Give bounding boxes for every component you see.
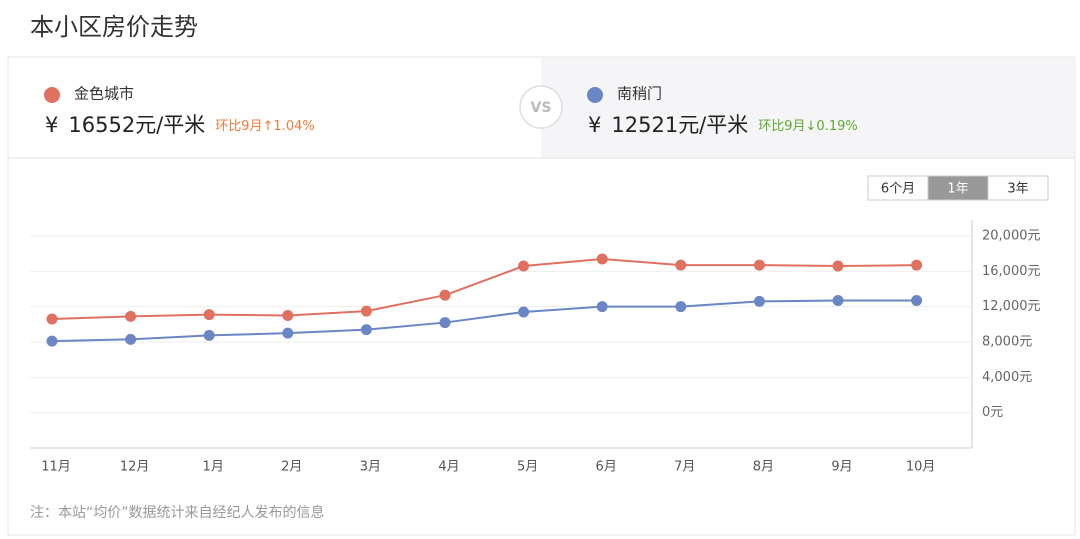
data-point	[360, 324, 372, 336]
data-point	[203, 309, 215, 321]
data-point	[360, 305, 372, 317]
y-tick-label: 0元	[982, 405, 1003, 420]
data-point	[753, 295, 765, 307]
x-tick-label: 5月	[517, 460, 538, 475]
range-button-label[interactable]: 3年	[1007, 182, 1028, 197]
data-point	[518, 306, 530, 318]
compare-right-bg	[541, 58, 1074, 158]
y-tick-label: 4,000元	[982, 370, 1032, 385]
data-point	[439, 289, 451, 301]
data-point	[125, 310, 137, 322]
change: 环比9月↑1.04%	[215, 119, 314, 134]
data-point	[46, 313, 58, 325]
data-point	[282, 310, 294, 321]
page-title: 本小区房价走势	[30, 13, 198, 41]
x-tick-label: 8月	[753, 460, 774, 475]
vs-label: VS	[531, 100, 552, 116]
x-tick-label: 3月	[360, 460, 381, 475]
range-button[interactable]	[987, 175, 1049, 201]
data-point	[675, 301, 687, 313]
data-point	[518, 260, 530, 272]
legend-dot	[44, 87, 60, 103]
price: 12521	[611, 113, 678, 137]
footer-note: 注：本站“均价”数据统计来自经纪人发布的信息	[30, 504, 325, 521]
series-line	[51, 257, 917, 321]
y-tick-label: 16,000元	[982, 264, 1041, 279]
legend-dot	[587, 87, 603, 103]
price-line: ¥16552元/平米 环比9月↑1.04%	[45, 113, 315, 137]
data-point	[675, 259, 687, 271]
y-tick-label: 8,000元	[982, 335, 1032, 350]
x-tick-label: 1月	[203, 460, 224, 475]
x-tick-label: 11月	[41, 460, 71, 475]
x-tick-label: 2月	[281, 460, 302, 475]
x-tick-label: 9月	[831, 460, 852, 475]
data-point	[596, 301, 608, 313]
price-unit: 元/平米	[678, 113, 748, 137]
y-tick-label: 12,000元	[982, 299, 1041, 314]
data-point	[203, 329, 215, 341]
data-point	[832, 260, 844, 272]
x-tick-label: 10月	[906, 460, 936, 475]
change: 环比9月↓0.19%	[758, 119, 857, 134]
price-line: ¥12521元/平米 环比9月↓0.19%	[588, 113, 858, 137]
data-point	[911, 294, 923, 306]
series-line	[51, 299, 917, 343]
currency: ¥	[588, 113, 601, 137]
data-point	[832, 294, 844, 306]
data-point	[596, 253, 608, 265]
y-tick-label: 20,000元	[982, 229, 1041, 244]
x-tick-label: 6月	[596, 460, 617, 475]
price-unit: 元/平米	[135, 113, 205, 137]
x-tick-label: 7月	[674, 460, 695, 475]
range-button-label[interactable]: 6个月	[881, 182, 915, 197]
series-name: 金色城市	[74, 85, 134, 103]
data-point	[282, 327, 294, 339]
series-name: 南稍门	[617, 85, 662, 103]
data-point	[753, 259, 765, 271]
data-point	[46, 335, 58, 347]
x-tick-label: 12月	[120, 460, 150, 475]
data-point	[439, 317, 451, 329]
x-tick-label: 4月	[438, 460, 459, 475]
currency: ¥	[45, 113, 58, 137]
vs-badge	[519, 85, 563, 129]
price: 16552	[68, 113, 135, 137]
data-point	[911, 259, 923, 271]
range-button-label[interactable]: 1年	[947, 182, 968, 197]
data-point	[125, 333, 137, 345]
